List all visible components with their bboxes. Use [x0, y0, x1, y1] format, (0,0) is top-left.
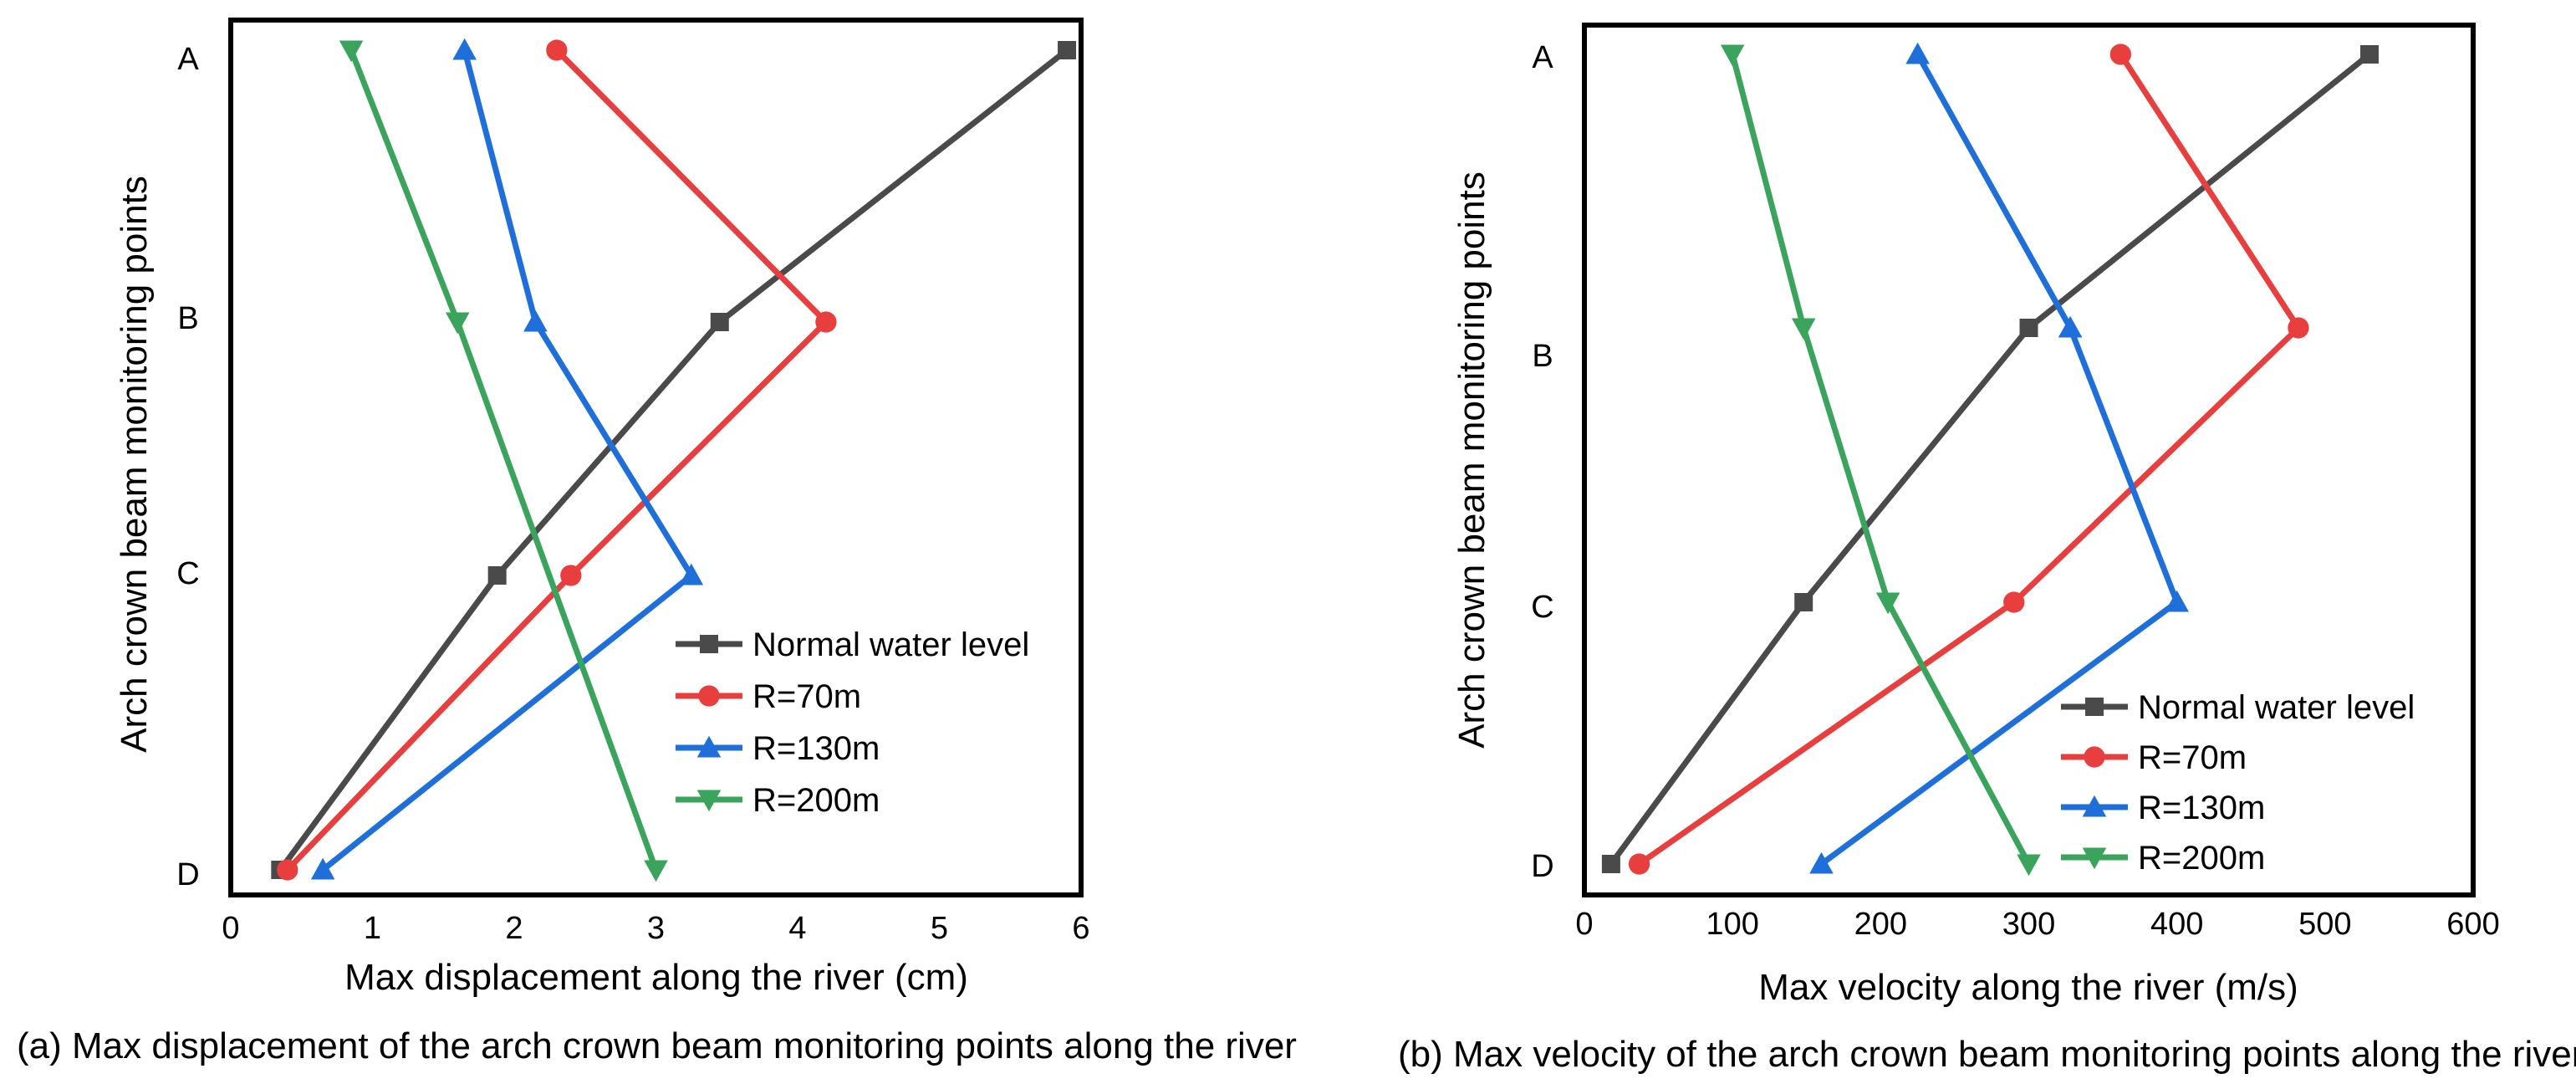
y-axis-title-a: Arch crown beam monitoring points — [114, 176, 155, 753]
x-tick-label-a: 0 — [222, 911, 239, 946]
y-tick-label-a: B — [177, 301, 198, 336]
data-point-a-1 — [560, 565, 582, 586]
x-tick-label-b: 400 — [2150, 907, 2203, 942]
legend-label-b-1: R=70m — [2138, 739, 2247, 776]
data-point-a-1 — [815, 311, 837, 333]
x-tick-label-b: 0 — [1575, 907, 1593, 942]
data-point-a-3 — [644, 860, 668, 882]
series-line-a-2 — [320, 49, 695, 872]
data-point-a-1 — [546, 39, 568, 61]
panel-b: 0 100 200 300 400 500 600 A B C D Normal water le… — [1398, 23, 2576, 1075]
plot-frame-b — [1582, 23, 2476, 897]
legend-b: Normal water level R=70m R=130m R=200m — [2061, 689, 2415, 877]
data-point-b-3 — [2017, 854, 2041, 877]
data-point-b-3 — [1720, 44, 1745, 67]
legend-swatch-marker-b-2 — [2082, 795, 2107, 817]
data-point-a-2 — [310, 857, 335, 880]
data-point-a-0 — [1058, 41, 1077, 59]
legend-swatch-marker-a-2 — [696, 735, 722, 758]
data-marks-a — [271, 38, 1077, 882]
x-tick-label-a: 5 — [931, 911, 948, 946]
legend-label-a-1: R=70m — [752, 678, 861, 715]
data-point-b-0 — [2359, 45, 2379, 64]
series-line-b-0 — [1609, 52, 2372, 867]
panel-a: 0 1 2 3 4 5 6 A B C D Normal water level R=70m R=13… — [17, 18, 1297, 1066]
x-tick-label-b: 500 — [2298, 907, 2351, 942]
y-tick-label-b: C — [1531, 590, 1553, 625]
legend-label-b-2: R=130m — [2138, 790, 2265, 826]
data-marks-b — [1601, 42, 2379, 877]
x-tick-label-b: 300 — [2002, 907, 2055, 942]
series-line-b-1 — [1637, 53, 2302, 867]
legend-swatch-marker-b-0 — [2085, 698, 2104, 716]
legend-a: Normal water level R=70m R=130m R=200m — [676, 626, 1029, 819]
series-line-a-1 — [285, 48, 829, 872]
data-point-b-3 — [1875, 592, 1900, 615]
data-point-a-2 — [679, 563, 704, 585]
legend-label-b-3: R=200m — [2138, 840, 2265, 877]
series-line-b-2 — [1819, 53, 2181, 867]
legend-swatch-marker-b-1 — [2084, 746, 2105, 768]
data-point-b-1 — [2003, 591, 2025, 613]
y-tick-label-b: A — [1532, 40, 1553, 75]
plot-frame-a — [228, 18, 1084, 897]
caption-b: (b) Max velocity of the arch crown beam … — [1398, 1034, 2576, 1075]
data-point-b-0 — [1794, 593, 1813, 611]
data-point-a-3 — [445, 312, 470, 335]
legend-swatch-marker-a-3 — [696, 790, 722, 812]
data-point-b-1 — [1628, 853, 1650, 875]
data-point-b-0 — [1601, 855, 1620, 873]
data-point-b-1 — [2288, 317, 2309, 339]
y-tick-label-a: D — [176, 857, 199, 892]
data-point-b-2 — [2058, 315, 2083, 338]
data-point-b-3 — [1791, 318, 1816, 340]
series-line-a-0 — [278, 48, 1069, 872]
data-point-b-0 — [2019, 319, 2038, 337]
data-point-b-2 — [2165, 590, 2189, 612]
y-tick-label-a: A — [177, 42, 199, 77]
x-tick-label-b: 200 — [1854, 907, 1907, 942]
x-tick-label-a: 4 — [788, 911, 806, 946]
x-tick-label-b: 100 — [1706, 907, 1758, 942]
legend-label-a-2: R=130m — [752, 730, 880, 767]
y-tick-labels-a: A B C D — [176, 42, 199, 892]
series-line-b-3 — [1729, 54, 2032, 866]
legend-swatch-marker-a-0 — [700, 635, 718, 653]
x-axis-title-a: Max displacement along the river (cm) — [344, 957, 968, 998]
legend-label-b-0: Normal water level — [2138, 689, 2415, 726]
x-tick-labels-a: 0 1 2 3 4 5 6 — [222, 911, 1089, 946]
y-tick-label-a: C — [176, 556, 199, 591]
data-point-a-0 — [487, 566, 507, 585]
x-tick-label-b: 600 — [2446, 907, 2499, 942]
y-tick-label-b: D — [1531, 849, 1553, 884]
legend-label-a-3: R=200m — [752, 782, 880, 819]
x-tick-label-a: 6 — [1072, 911, 1089, 946]
legend-label-a-0: Normal water level — [752, 626, 1029, 663]
legend-swatch-marker-a-1 — [698, 685, 720, 707]
y-tick-labels-b: A B C D — [1531, 40, 1553, 884]
x-tick-label-a: 3 — [647, 911, 665, 946]
y-axis-title-b: Arch crown beam monitoring points — [1451, 171, 1492, 749]
series-line-a-3 — [348, 49, 659, 872]
y-tick-label-b: B — [1532, 339, 1553, 374]
data-point-a-2 — [523, 309, 548, 332]
data-point-b-1 — [2109, 43, 2131, 65]
data-point-a-2 — [452, 38, 477, 60]
caption-a: (a) Max displacement of the arch crown b… — [17, 1025, 1297, 1066]
x-tick-labels-b: 0 100 200 300 400 500 600 — [1575, 907, 2499, 942]
data-point-a-1 — [277, 859, 298, 881]
x-axis-title-b: Max velocity along the river (m/s) — [1758, 967, 2298, 1008]
data-point-b-2 — [1905, 42, 1930, 64]
legend-swatch-marker-b-3 — [2082, 847, 2107, 870]
x-tick-label-a: 2 — [505, 911, 523, 946]
data-point-b-2 — [1809, 851, 1834, 874]
data-point-a-3 — [339, 40, 364, 63]
data-point-a-0 — [710, 313, 729, 331]
x-tick-label-a: 1 — [364, 911, 381, 946]
